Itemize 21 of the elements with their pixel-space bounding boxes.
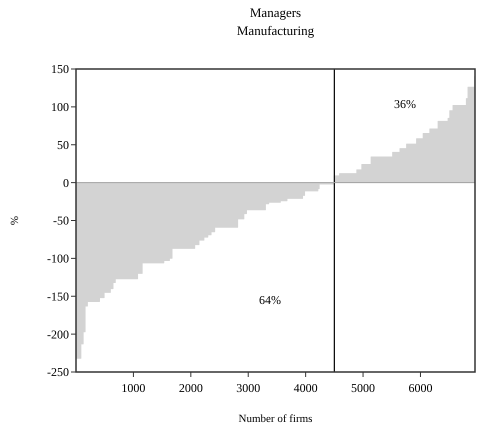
y-axis-title: % xyxy=(9,216,21,226)
y-tick-label: 50 xyxy=(57,138,69,152)
annotation: 36% xyxy=(394,97,416,112)
x-tick-label: 4000 xyxy=(294,381,318,395)
y-tick-label: -100 xyxy=(47,252,69,266)
y-tick-label: -50 xyxy=(53,214,69,228)
x-tick-label: 1000 xyxy=(121,381,146,395)
y-tick-label: 100 xyxy=(51,100,69,114)
x-tick-label: 5000 xyxy=(351,381,376,395)
y-tick-label: -200 xyxy=(47,327,69,342)
chart-title: Managers xyxy=(250,5,302,20)
chart-subtitle: Manufacturing xyxy=(236,23,315,38)
x-tick-label: 2000 xyxy=(178,381,203,395)
x-tick-label: 3000 xyxy=(236,381,260,395)
y-tick-label: -150 xyxy=(47,289,69,304)
y-tick-label: 0 xyxy=(63,176,69,190)
x-axis-title: Number of firms xyxy=(238,413,312,425)
y-tick-label: -250 xyxy=(47,365,69,380)
x-tick-label: 6000 xyxy=(408,381,432,395)
y-tick-label: 150 xyxy=(51,62,69,76)
annotation: 64% xyxy=(259,293,281,308)
